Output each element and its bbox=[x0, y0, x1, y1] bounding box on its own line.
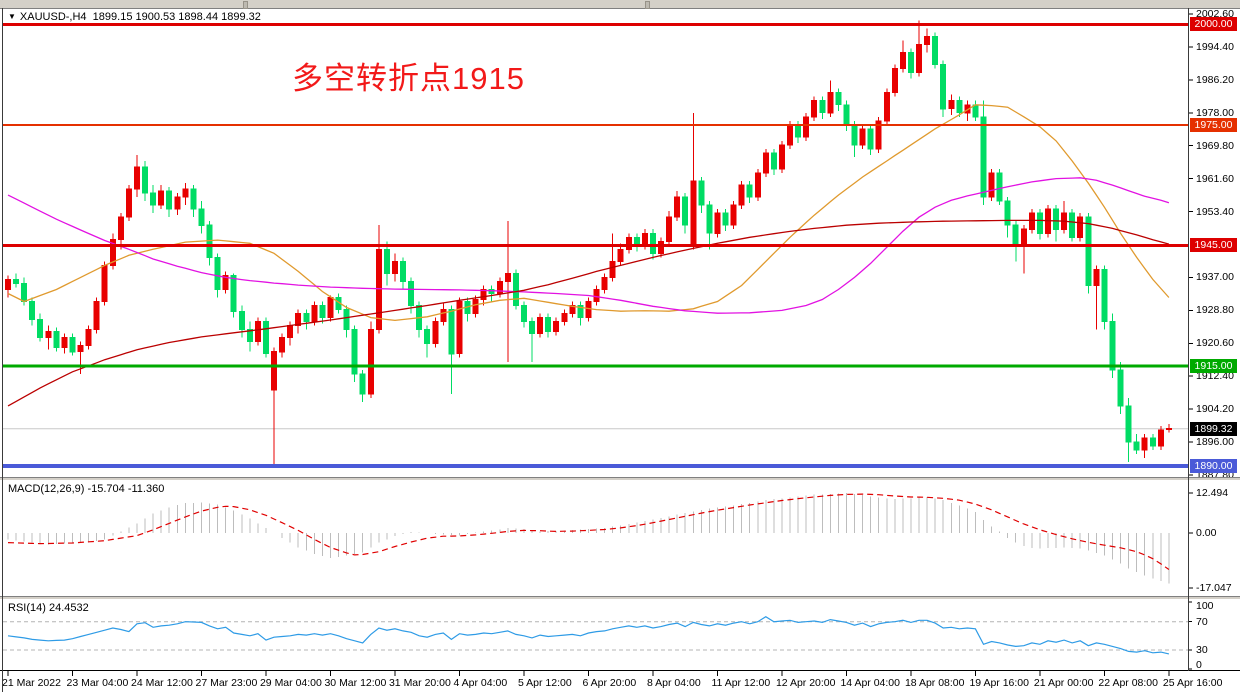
current-price-badge: 1899.32 bbox=[1190, 421, 1237, 436]
level-lines[interactable] bbox=[3, 22, 1188, 469]
price-tick-label: 1928.80 bbox=[1196, 304, 1234, 317]
price-tick-label: 1920.60 bbox=[1196, 337, 1234, 350]
date-tick-label: 4 Apr 04:00 bbox=[453, 677, 508, 689]
macd-indicator-label: MACD(12,26,9) -15.704 -11.360 bbox=[8, 483, 165, 495]
date-tick-label: 11 Apr 12:00 bbox=[711, 677, 771, 689]
date-tick-label: 6 Apr 20:00 bbox=[582, 677, 637, 689]
price-tick-label: 1961.60 bbox=[1196, 172, 1234, 185]
rsi-tick-label: 100 bbox=[1196, 600, 1214, 612]
date-tick-label: 14 Apr 04:00 bbox=[840, 677, 900, 689]
price-tick-label: 1912.40 bbox=[1196, 370, 1234, 383]
date-tick-label: 23 Mar 04:00 bbox=[66, 677, 129, 689]
date-tick-label: 12 Apr 20:00 bbox=[775, 677, 836, 689]
ohlc-values: 1899.15 1900.53 1898.44 1899.32 bbox=[92, 11, 261, 23]
panel-separator-rsi[interactable] bbox=[0, 596, 1240, 600]
macd-histogram bbox=[7, 493, 1170, 584]
price-tick-label: 1896.00 bbox=[1196, 436, 1234, 449]
level-badge-1890.00: 1890.00 bbox=[1190, 459, 1237, 474]
toolbar-divider bbox=[645, 1, 650, 9]
date-tick-label: 24 Mar 12:00 bbox=[130, 677, 193, 689]
toolbar-divider bbox=[243, 1, 248, 9]
date-axis-border bbox=[0, 670, 1240, 671]
toolbar-strip bbox=[0, 0, 1240, 9]
chart-annotation-text[interactable]: 多空转折点1915 bbox=[292, 61, 525, 96]
date-tick-label: 22 Apr 08:00 bbox=[1098, 677, 1158, 689]
price-tick-label: 1904.20 bbox=[1196, 403, 1234, 416]
date-tick-label: 18 Apr 08:00 bbox=[904, 677, 965, 689]
price-tick-label: 1969.80 bbox=[1196, 139, 1234, 152]
chart-title: ▼ XAUUSD-,H4 1899.15 1900.53 1898.44 1899… bbox=[8, 11, 261, 23]
price-tick-label: 1953.40 bbox=[1196, 205, 1234, 218]
ma-darkred[interactable] bbox=[7, 219, 1170, 407]
date-tick-label: 25 Apr 16:00 bbox=[1162, 677, 1223, 689]
rsi-tick-label: 30 bbox=[1196, 643, 1208, 656]
date-tick-label: 21 Mar 2022 bbox=[2, 677, 61, 689]
rsi-indicator-label: RSI(14) 24.4532 bbox=[8, 602, 89, 614]
panel-separator-macd[interactable] bbox=[0, 477, 1240, 481]
date-tick-label: 8 Apr 04:00 bbox=[646, 677, 701, 689]
date-tick-label: 19 Apr 16:00 bbox=[969, 677, 1029, 689]
date-tick-label: 27 Mar 23:00 bbox=[195, 677, 258, 689]
price-axis-border bbox=[1188, 8, 1189, 671]
level-badge-1945.00: 1945.00 bbox=[1190, 238, 1237, 253]
macd-tick-label: -17.047 bbox=[1196, 581, 1232, 594]
level-badge-1975.00: 1975.00 bbox=[1190, 117, 1237, 132]
date-axis-ticks bbox=[7, 671, 1170, 676]
price-tick-label: 1986.20 bbox=[1196, 73, 1234, 86]
level-badge-2000.00: 2000.00 bbox=[1190, 17, 1237, 32]
price-tick-label: 2002.60 bbox=[1196, 8, 1234, 20]
macd-tick-label: 0.00 bbox=[1196, 527, 1217, 539]
symbol-dropdown-icon[interactable]: ▼ bbox=[8, 12, 16, 21]
date-tick-label: 29 Mar 04:00 bbox=[259, 677, 322, 689]
date-tick-label: 5 Apr 12:00 bbox=[517, 677, 572, 689]
price-tick-label: 1994.40 bbox=[1196, 40, 1234, 53]
date-tick-label: 21 Apr 00:00 bbox=[1033, 677, 1094, 689]
price-tick-label: 1937.00 bbox=[1196, 271, 1234, 284]
chart-left-border bbox=[2, 8, 3, 692]
price-tick-label: 1978.00 bbox=[1196, 106, 1234, 119]
rsi-line bbox=[7, 615, 1170, 655]
symbol-period-label: XAUUSD-,H4 bbox=[19, 11, 87, 23]
date-tick-label: 30 Mar 12:00 bbox=[324, 677, 387, 689]
ma-magenta[interactable] bbox=[7, 177, 1170, 314]
ma-orange[interactable] bbox=[7, 104, 1170, 322]
rsi-tick-label: 0 bbox=[1196, 659, 1202, 672]
level-badge-1915.00: 1915.00 bbox=[1190, 358, 1237, 373]
rsi-tick-label: 70 bbox=[1196, 615, 1208, 628]
date-tick-label: 31 Mar 20:00 bbox=[388, 677, 451, 689]
macd-tick-label: 12.494 bbox=[1196, 486, 1229, 499]
